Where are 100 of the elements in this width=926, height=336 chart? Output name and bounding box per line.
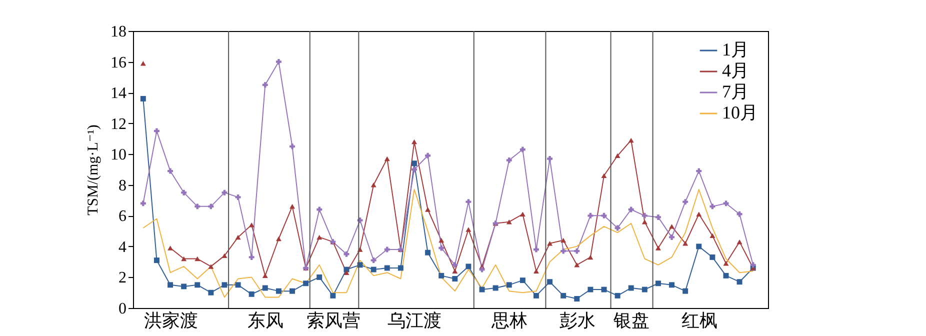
point	[696, 244, 702, 250]
point	[235, 234, 241, 240]
point	[208, 264, 214, 269]
x-tick-label: 东风	[248, 310, 284, 330]
point	[710, 254, 716, 260]
point	[696, 168, 702, 174]
point	[506, 282, 512, 288]
point	[655, 214, 661, 220]
y-tick-label: 18	[110, 24, 126, 40]
point	[262, 285, 268, 291]
point	[452, 276, 458, 282]
point	[262, 273, 268, 278]
point	[642, 219, 648, 224]
point	[235, 194, 241, 200]
y-tick-label: 4	[118, 238, 126, 256]
point	[276, 59, 282, 65]
point	[669, 224, 675, 229]
point	[357, 218, 363, 224]
point	[682, 288, 688, 294]
point	[194, 256, 200, 262]
point	[533, 246, 539, 252]
point	[438, 245, 444, 251]
point	[642, 286, 648, 292]
point	[588, 254, 594, 260]
point	[669, 234, 675, 240]
point	[330, 292, 336, 298]
point	[574, 248, 580, 254]
point	[290, 144, 295, 150]
point	[601, 173, 607, 178]
y-axis-title: TSM/(mg·L⁻¹)	[86, 124, 102, 216]
point	[154, 258, 160, 264]
point	[425, 207, 431, 212]
point	[140, 96, 146, 102]
point	[628, 206, 634, 212]
point	[533, 292, 539, 298]
point	[466, 199, 472, 205]
point	[181, 284, 187, 290]
point	[248, 222, 254, 228]
point	[412, 160, 417, 166]
y-tick-label: 10	[110, 146, 126, 164]
point	[412, 166, 417, 172]
point	[466, 264, 472, 270]
y-tick-label: 6	[118, 208, 126, 226]
point	[547, 156, 553, 162]
legend-label: 1月	[722, 40, 749, 60]
point	[140, 200, 146, 206]
point	[588, 286, 594, 292]
point	[425, 250, 431, 256]
point	[222, 282, 228, 288]
x-tick-label: 乌江渡	[388, 310, 442, 330]
point	[276, 288, 282, 294]
point	[547, 279, 553, 285]
point	[181, 256, 187, 262]
point	[710, 233, 716, 238]
point	[344, 266, 350, 272]
point	[290, 204, 295, 209]
y-tick-label: 8	[118, 177, 126, 194]
point	[655, 246, 661, 250]
point	[181, 190, 187, 196]
point	[344, 270, 350, 275]
y-tick-label: 14	[110, 85, 126, 102]
point	[574, 262, 580, 268]
point	[628, 285, 634, 291]
point	[168, 168, 174, 174]
point	[438, 272, 444, 278]
y-tick-label: 0	[118, 300, 126, 318]
point	[560, 292, 566, 298]
point	[290, 288, 295, 294]
point	[736, 239, 742, 244]
point	[248, 291, 254, 297]
x-tick-label: 彭水	[559, 310, 596, 330]
point	[696, 212, 702, 216]
point	[370, 266, 376, 272]
point	[588, 212, 594, 218]
point	[154, 128, 160, 134]
point	[682, 240, 688, 246]
point	[168, 282, 174, 288]
point	[614, 225, 620, 231]
point	[208, 204, 214, 210]
point	[344, 251, 350, 257]
point	[194, 204, 200, 210]
point	[750, 262, 756, 268]
point	[262, 82, 268, 88]
legend-label: 10月	[722, 102, 758, 122]
point	[710, 204, 716, 210]
point	[506, 219, 512, 224]
point	[520, 278, 526, 284]
point	[601, 286, 607, 292]
point	[222, 253, 228, 258]
point	[235, 282, 241, 288]
point	[614, 292, 620, 298]
point	[560, 248, 566, 254]
point	[723, 272, 729, 278]
point	[452, 268, 458, 274]
point	[222, 190, 228, 196]
point	[384, 246, 390, 252]
point	[520, 212, 526, 216]
point	[208, 290, 214, 296]
x-tick-label: 洪家渡	[144, 310, 198, 330]
x-tick-label: 银盘	[612, 310, 650, 330]
